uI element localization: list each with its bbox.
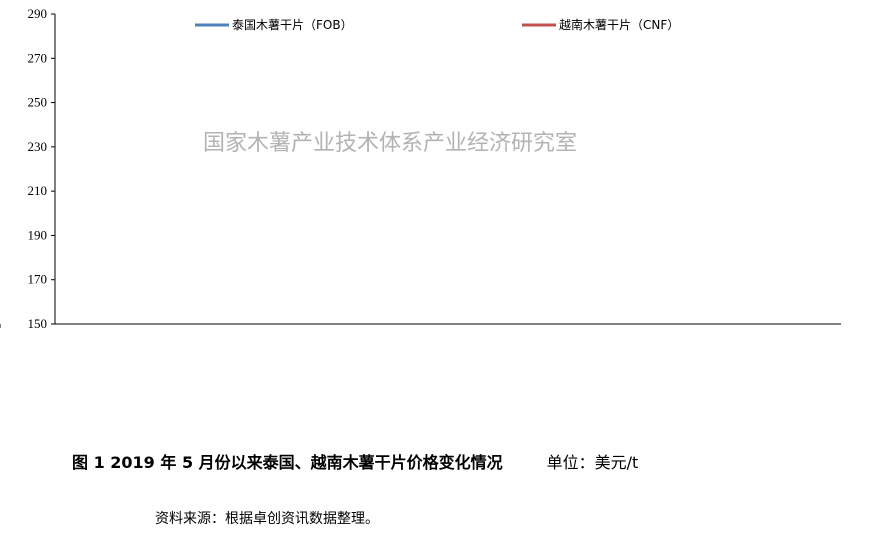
- legend-label: 泰国木薯干片（FOB）: [232, 18, 353, 32]
- watermark: 国家木薯产业技术体系产业经济研究室: [203, 131, 577, 156]
- y-axis-ticks: 150 170 190 210 230 250 270 290: [28, 6, 55, 331]
- figure-caption: 图 1 2019 年 5 月份以来泰国、越南木薯干片价格变化情况 单位：美元/t: [72, 449, 638, 473]
- y-tick-label: 190: [28, 227, 48, 242]
- y-tick-label: 270: [28, 50, 48, 65]
- y-tick-label: 250: [28, 95, 48, 110]
- data-source-note: 资料来源：根据卓创资讯数据整理。: [155, 511, 379, 527]
- y-tick-label: 230: [28, 139, 48, 154]
- y-tick-label: 290: [28, 6, 48, 21]
- legend-label: 越南木薯干片（CNF）: [559, 17, 679, 32]
- y-tick-label: 170: [28, 272, 48, 287]
- chart-axes: [54, 14, 841, 325]
- chart-legend: 泰国木薯干片（FOB） 越南木薯干片（CNF）: [195, 17, 679, 32]
- caption-title: 图 1 2019 年 5 月份以来泰国、越南木薯干片价格变化情况: [72, 453, 503, 472]
- y-tick-label: 150: [28, 316, 48, 331]
- caption-unit: 单位：美元/t: [546, 453, 639, 472]
- y-tick-label: 210: [28, 183, 48, 198]
